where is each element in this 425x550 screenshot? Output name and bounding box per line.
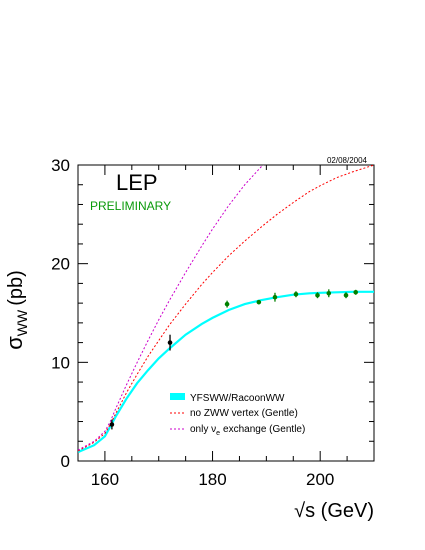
legend-label-nu-exchange: only νe exchange (Gentle) xyxy=(190,424,305,437)
data-point-marker xyxy=(315,292,320,298)
theory-curves xyxy=(78,165,374,454)
data-point-marker xyxy=(343,292,349,298)
y-tick-label: 0 xyxy=(61,452,70,471)
legend-nu-rest: exchange (Gentle) xyxy=(223,424,305,435)
date-stamp: 02/08/2004 xyxy=(327,156,368,165)
series-line-nu-exchange xyxy=(78,165,264,451)
y-axis-unit: (pb) xyxy=(5,270,27,306)
data-point-marker xyxy=(224,301,230,307)
data-point-marker xyxy=(272,294,278,300)
legend-label-no-zww: no ZWW vertex (Gentle) xyxy=(190,408,298,419)
legend-nu-symbol: ν xyxy=(211,424,216,435)
legend-label-band: YFSWW/RacoonWW xyxy=(190,393,285,404)
legend: YFSWW/RacoonWW no ZWW vertex (Gentle) on… xyxy=(170,393,305,437)
axis-ticks: 160 180 200 0 10 20 30 xyxy=(51,156,375,489)
y-tick-label: 10 xyxy=(51,353,70,372)
data-point-marker xyxy=(109,422,115,427)
data-point-marker xyxy=(293,291,299,297)
y-tick-label: 20 xyxy=(51,255,70,274)
data-points xyxy=(109,289,359,430)
x-tick-label: 180 xyxy=(198,470,226,489)
data-point-marker xyxy=(167,340,173,345)
x-tick-label: 160 xyxy=(91,470,119,489)
y-axis-sigma: σ xyxy=(2,336,27,350)
legend-nu-text: only xyxy=(190,424,211,435)
x-tick-label: 200 xyxy=(306,470,334,489)
y-axis-subscript: WW xyxy=(14,309,30,336)
legend-nu-subscript: e xyxy=(216,430,220,437)
series-line-no-zww xyxy=(78,165,374,452)
y-axis-title: σWW (pb) xyxy=(2,270,30,350)
preliminary-label: PRELIMINARY xyxy=(90,199,171,213)
plot-frame xyxy=(77,164,375,462)
data-point-marker xyxy=(353,289,359,295)
data-point-marker xyxy=(326,290,332,296)
y-tick-label: 30 xyxy=(51,156,70,175)
x-axis-title: √s (GeV) xyxy=(294,500,374,522)
series-band-yfsww xyxy=(78,290,374,454)
legend-swatch-band xyxy=(170,393,185,400)
data-point-marker xyxy=(256,299,262,305)
experiment-label: LEP xyxy=(116,170,158,195)
